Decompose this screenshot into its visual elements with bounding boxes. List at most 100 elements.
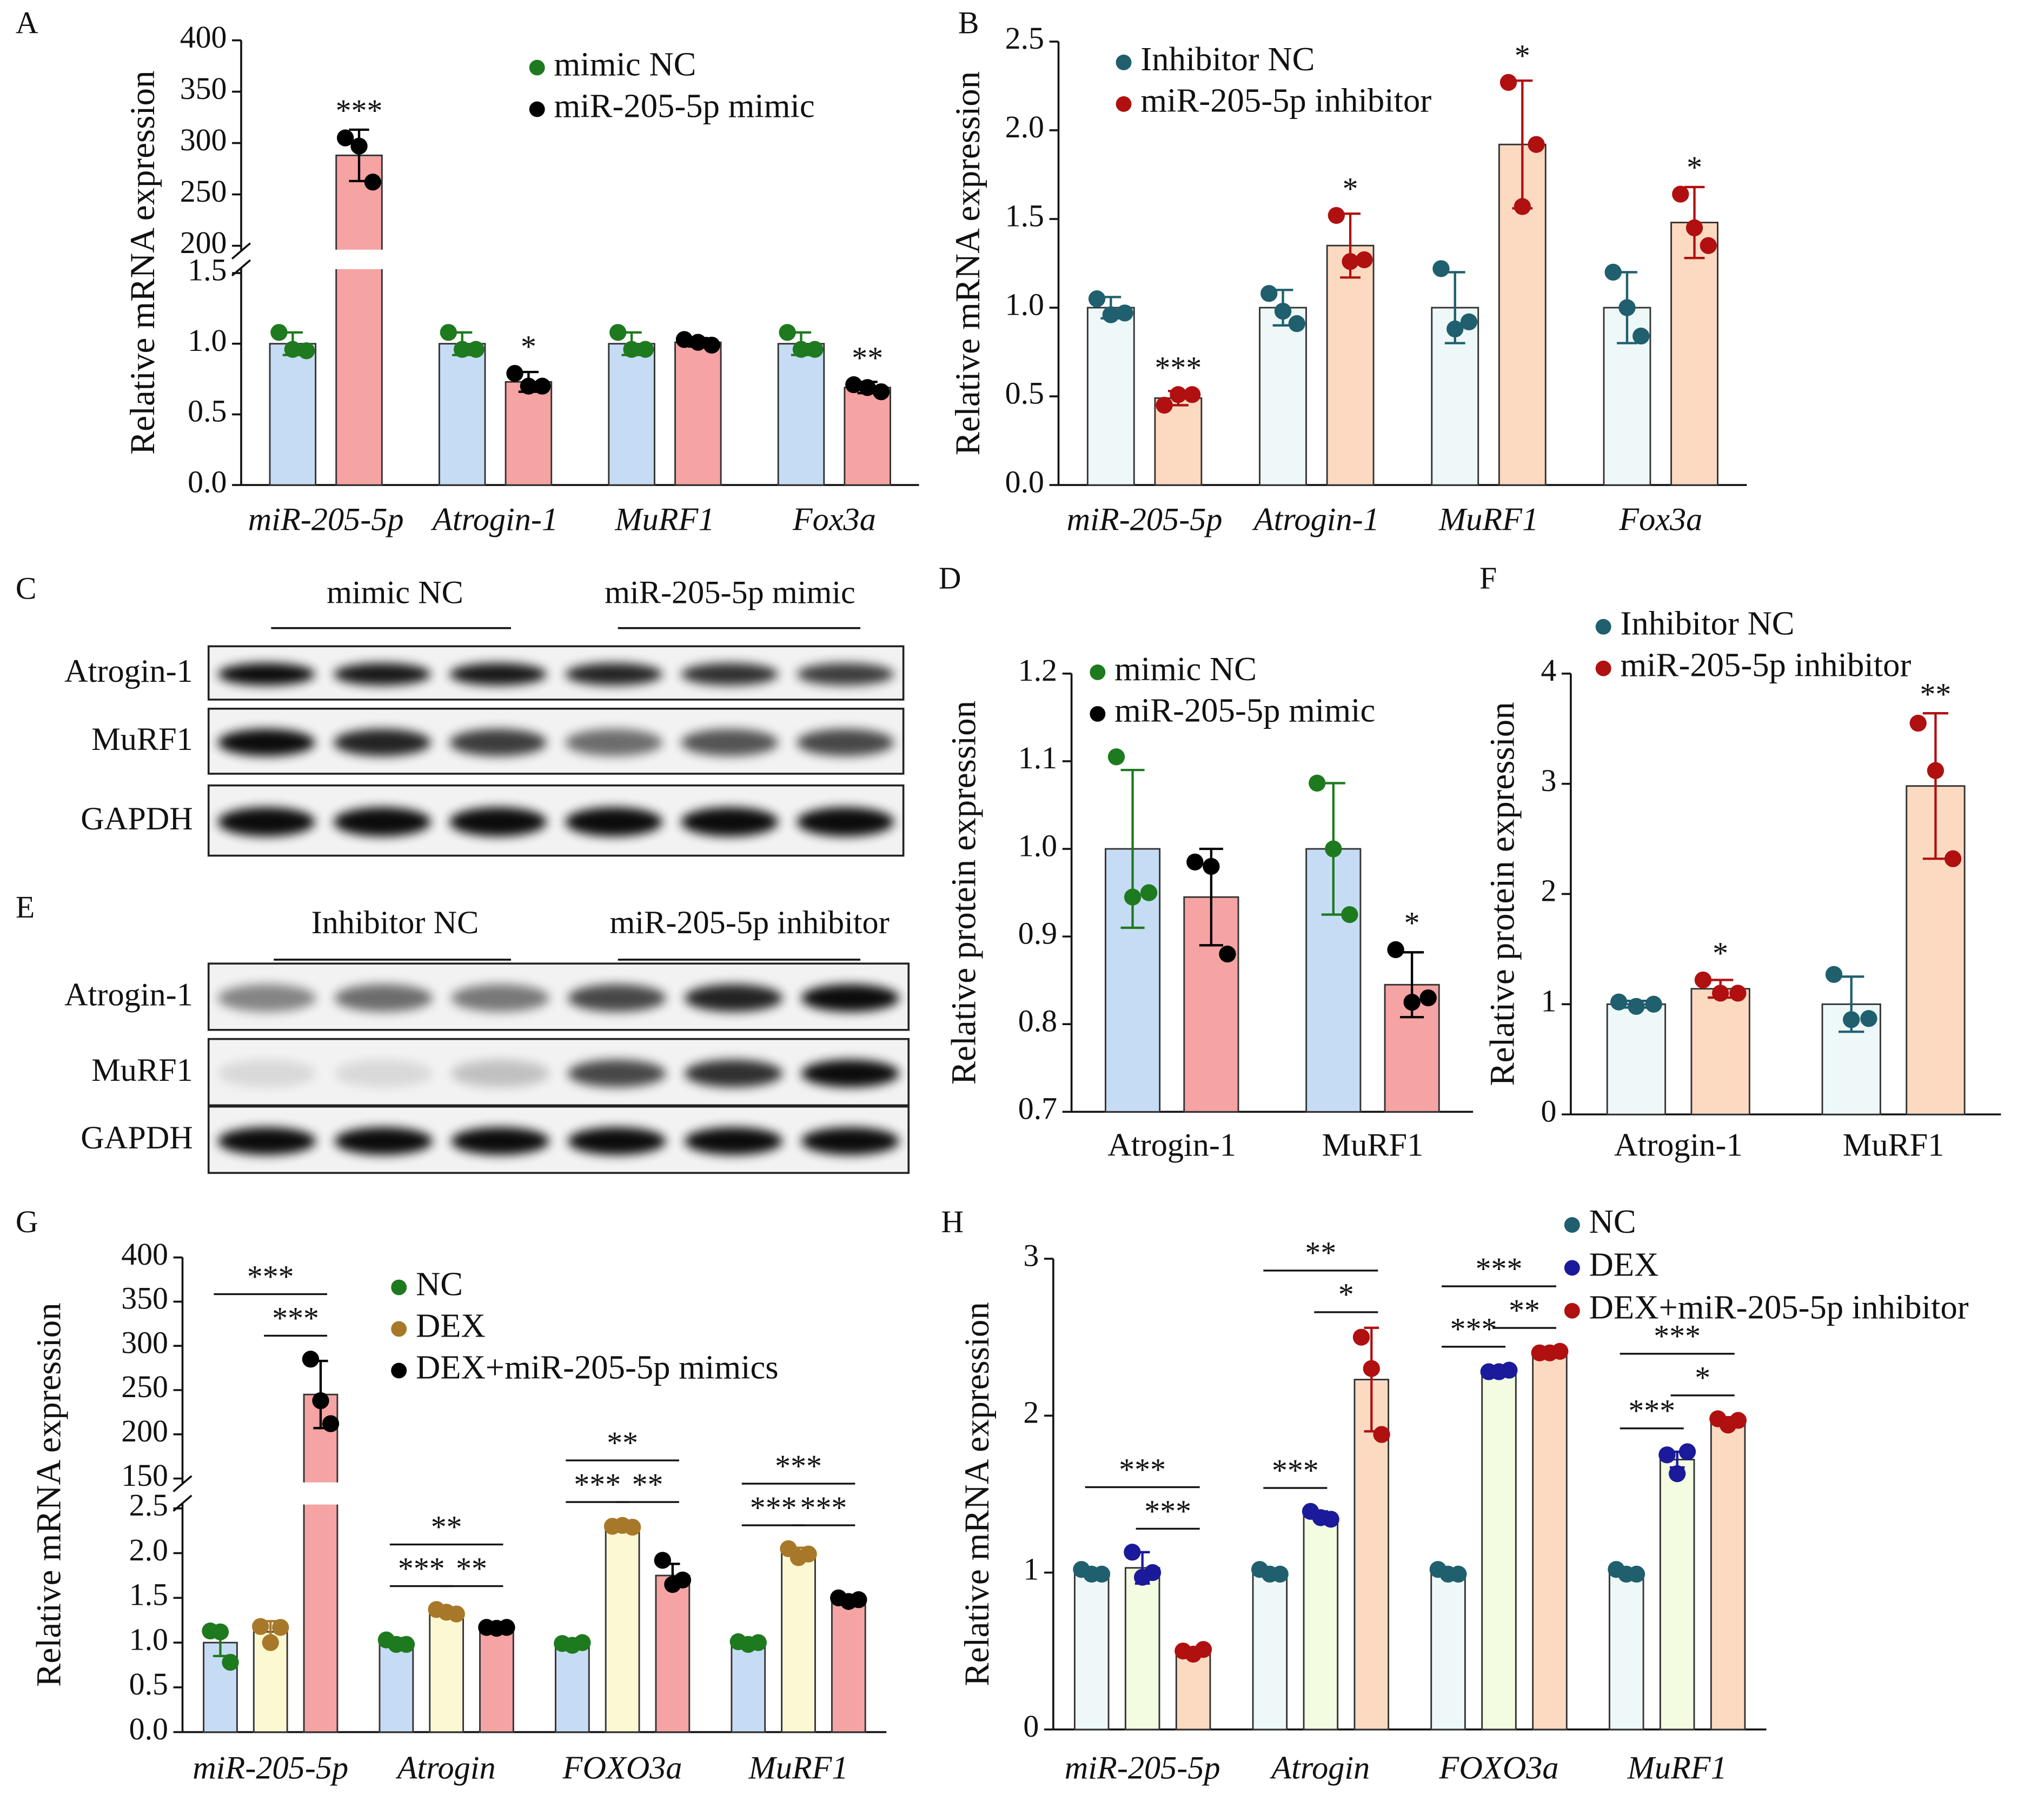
y-tick-label: 0.0 (129, 1712, 168, 1746)
bar (731, 1641, 766, 1733)
chart-panel: F 0 1 2 3 4 Relative protein expression Atrogin… (1479, 561, 2001, 1163)
y-tick-label: 250 (121, 1370, 168, 1404)
legend-label: DEX+miR-205-5p mimics (416, 1348, 779, 1386)
y-tick-label: 200 (180, 226, 227, 260)
comparison-label: *** (775, 1450, 822, 1484)
data-point (1184, 386, 1201, 403)
panel-letter: A (16, 6, 38, 40)
y-axis-label: Relative mRNA expression (123, 71, 162, 455)
row-label: Atrogin-1 (64, 653, 193, 689)
row-label: GAPDH (81, 801, 193, 837)
bar (1481, 1371, 1517, 1731)
blot-band (217, 1059, 316, 1087)
bar (1430, 1572, 1466, 1731)
bar (379, 1641, 414, 1733)
blot-band (681, 663, 779, 686)
data-point (1144, 1564, 1162, 1581)
data-point (806, 341, 824, 358)
data-point (1352, 1328, 1370, 1346)
data-point (1700, 237, 1717, 254)
x-tick-label: Atrogin-1 (1107, 1127, 1236, 1164)
data-point (1825, 966, 1843, 983)
data-point (498, 1619, 515, 1636)
data-point (1170, 386, 1187, 403)
bar (674, 341, 722, 486)
blot-band (451, 1059, 549, 1087)
y-axis-label: Relative protein expression (1483, 702, 1522, 1086)
x-tick-label: MuRF1 (614, 502, 714, 538)
y-tick-label: 300 (180, 123, 227, 157)
legend-label: Inhibitor NC (1140, 40, 1315, 78)
data-point (1116, 304, 1133, 322)
y-tick-label: 0.9 (1018, 916, 1057, 951)
data-point (1610, 993, 1628, 1011)
data-point (1363, 1360, 1380, 1377)
blot-band (565, 807, 663, 836)
blot-band (565, 663, 663, 686)
comparison-label: ** (1509, 1294, 1540, 1328)
data-point (211, 1623, 229, 1640)
data-point (312, 1392, 329, 1410)
data-point (284, 341, 302, 358)
legend-label: Inhibitor NC (1621, 604, 1795, 642)
bar (844, 387, 891, 486)
data-point (1860, 1010, 1877, 1027)
panel-letter: B (958, 6, 979, 40)
data-point (1102, 306, 1119, 323)
legend-marker (391, 1321, 407, 1337)
bar (831, 1599, 866, 1733)
data-point (454, 341, 471, 358)
data-point (1499, 74, 1517, 91)
data-point (1387, 941, 1404, 959)
axis-break-gap (332, 249, 386, 269)
legend-label: DEX (416, 1306, 486, 1344)
y-tick-label: 350 (121, 1282, 168, 1316)
bar (1252, 1572, 1288, 1731)
y-tick-label: 1.5 (188, 253, 227, 287)
comparison-label: ** (431, 1510, 462, 1544)
comparison-label: *** (1272, 1454, 1319, 1488)
y-tick-label: 1.0 (1005, 288, 1044, 322)
significance-label: * (1515, 39, 1530, 73)
bar (655, 1574, 691, 1733)
legend-marker (1090, 664, 1106, 680)
data-point (1678, 1443, 1696, 1460)
legend-marker (391, 1363, 407, 1379)
data-point (1672, 185, 1689, 203)
comparison-label: *** (1144, 1494, 1191, 1528)
bar (505, 381, 553, 486)
data-point (1309, 774, 1326, 792)
bar (1606, 1003, 1667, 1115)
blot-band (797, 729, 894, 756)
x-tick-label: Atrogin-1 (1614, 1127, 1743, 1164)
blot-frame (207, 1038, 910, 1107)
data-point (1140, 884, 1158, 901)
panel-letter: D (939, 561, 961, 595)
data-point (448, 1605, 465, 1623)
axis-break (231, 242, 251, 260)
comparison-label: *** (1628, 1394, 1675, 1428)
chart-panel: H 0 1 2 3 Relative mRNA expression miR-205-5p A… (941, 1202, 1969, 1786)
data-point (1909, 714, 1927, 732)
group-label: miR-205-5p mimic (605, 574, 855, 610)
bar (1690, 988, 1750, 1115)
blot-band (451, 984, 549, 1012)
blot-band (685, 1059, 783, 1087)
y-tick-label: 0.0 (188, 465, 227, 499)
data-point (1124, 888, 1142, 906)
blot-frame (207, 707, 905, 775)
bar (608, 343, 655, 486)
axis-break (172, 1475, 193, 1492)
data-point (1551, 1343, 1569, 1360)
row-label: GAPDH (81, 1120, 193, 1156)
y-axis-label: Relative mRNA expression (958, 1302, 997, 1686)
y-tick-label: 0.5 (129, 1667, 168, 1702)
legend-label: mimic NC (554, 45, 696, 83)
data-point (654, 1552, 671, 1569)
y-tick-label: 0.5 (188, 395, 227, 429)
significance-label: *** (1155, 351, 1202, 386)
y-tick-label: 350 (180, 72, 227, 106)
blot-band (217, 1127, 316, 1155)
data-point (872, 383, 890, 401)
